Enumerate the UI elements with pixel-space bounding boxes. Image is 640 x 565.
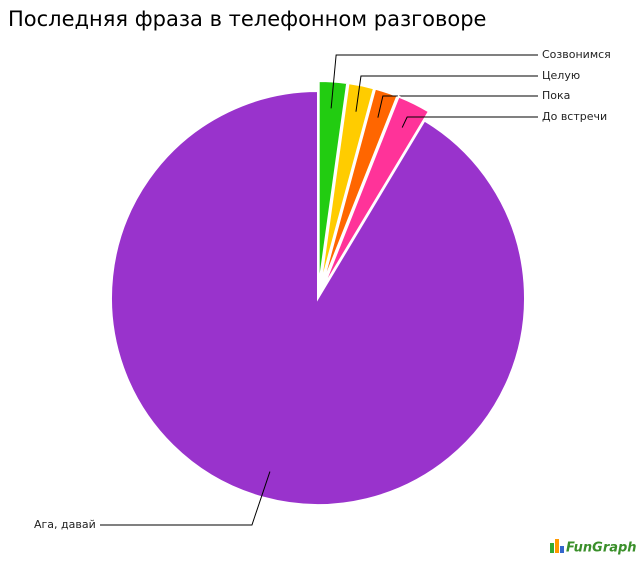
pie-slice bbox=[317, 80, 349, 289]
leader-line bbox=[330, 54, 538, 109]
chart-title: Последняя фраза в телефонном разговоре bbox=[8, 7, 486, 31]
leader-line bbox=[401, 116, 538, 128]
pie-slice bbox=[321, 95, 431, 290]
slice-label: Ага, давай bbox=[34, 518, 96, 531]
leader-line bbox=[100, 471, 271, 526]
pie-slice bbox=[110, 89, 526, 506]
watermark: FunGraph bbox=[566, 541, 637, 556]
slice-label: Созвонимся bbox=[542, 48, 611, 61]
pie-slice bbox=[319, 82, 376, 289]
watermark-logo bbox=[550, 539, 564, 553]
slice-label: Пока bbox=[542, 89, 570, 102]
slice-label: До встречи bbox=[542, 110, 607, 123]
slice-label: Целую bbox=[542, 69, 580, 82]
leader-line bbox=[377, 95, 538, 118]
leader-line bbox=[355, 75, 538, 112]
